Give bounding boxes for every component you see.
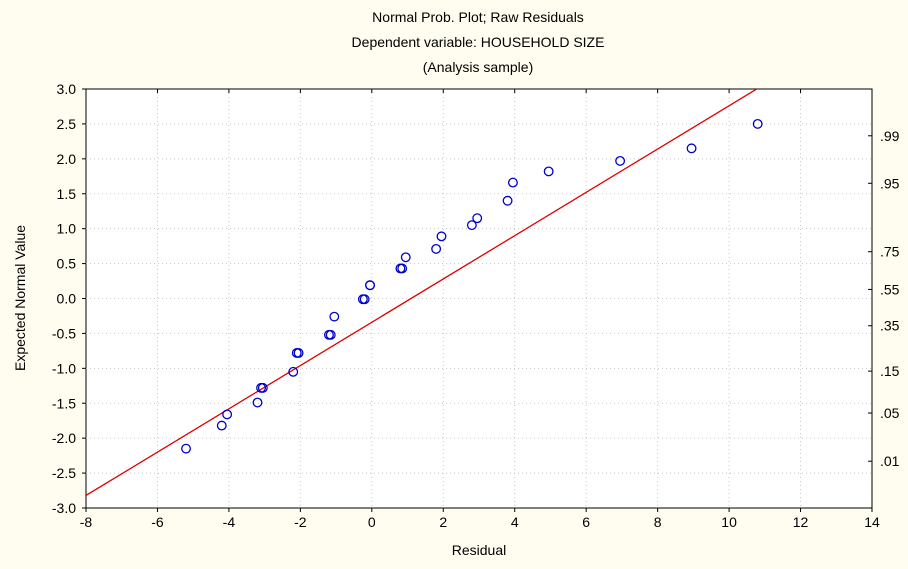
probability-tick-label: .35 [880,318,900,334]
x-axis: -8 -6 -4 -2 0 2 4 6 8 10 12 14 [80,89,880,530]
data-point [397,263,408,274]
data-points [181,118,763,454]
data-point [431,243,442,254]
chart-title-line-1: Normal Prob. Plot; Raw Residuals [372,9,584,25]
data-point [507,177,518,188]
data-point [216,420,227,431]
chart-title: Normal Prob. Plot; Raw Residuals Depende… [352,9,605,75]
data-point [686,143,697,154]
data-point [288,366,299,377]
y-tick-label: -2.5 [52,465,76,481]
y-tick-label: -0.5 [52,325,76,341]
y-tick-label: 3.0 [57,81,77,97]
y-tick-label: 1.0 [57,221,77,237]
data-point [466,220,477,231]
x-tick-label: 2 [439,514,447,530]
x-tick-label: 6 [582,514,590,530]
x-tick-label: -4 [223,514,236,530]
y-axis-label: Expected Normal Value [12,225,28,371]
x-tick-label: -2 [294,514,307,530]
x-axis-label: Residual [452,542,506,558]
data-point [329,311,340,322]
data-point [252,397,263,408]
x-tick-label: 4 [511,514,519,530]
data-point [502,195,513,206]
x-tick-label: 8 [654,514,662,530]
x-tick-label: 10 [721,514,737,530]
data-point [472,213,483,224]
data-point [543,166,554,177]
probability-tick-label: .55 [880,281,900,297]
probability-tick-label: .99 [880,128,900,144]
data-point [365,280,375,291]
y-tick-label: 2.0 [57,151,77,167]
chart-title-line-2: Dependent variable: HOUSEHOLD SIZE [352,34,605,50]
data-point [436,231,447,242]
probability-tick-label: .05 [880,405,900,421]
x-tick-label: 12 [793,514,809,530]
x-tick-label: 14 [864,514,880,530]
fit-line-group [86,89,759,496]
y-tick-label: -1.5 [52,395,76,411]
y-tick-label: 0.0 [57,291,77,307]
data-point [181,443,191,454]
data-point [222,409,233,420]
y-tick-label: -2.0 [52,430,76,446]
data-point [615,155,626,166]
x-tick-label: -6 [151,514,164,530]
chart-title-line-3: (Analysis sample) [423,59,533,75]
data-point [293,348,304,358]
probability-tick-label: .95 [880,175,900,191]
data-point [400,252,411,263]
probability-tick-label: .15 [880,363,900,379]
x-tick-label: 0 [368,514,376,530]
y-tick-label: 1.5 [57,186,77,202]
y-tick-label: 2.5 [57,116,77,132]
y-tick-label: -1.0 [52,360,76,376]
data-point [359,294,370,305]
probability-tick-label: .01 [880,453,900,469]
probability-axis: .99 .95 .75 .55 .35 .15 .05 .01 [868,128,900,469]
fit-line [86,89,759,496]
data-point [752,118,763,129]
data-point [256,382,267,393]
x-tick-label: -8 [80,514,93,530]
probability-tick-label: .75 [880,244,900,260]
y-tick-label: -3.0 [52,500,76,516]
y-axis: -3.0 -2.5 -2.0 -1.5 -1.0 -0.5 0.0 0.5 1.0 1.5 2.0 2… [52,81,86,516]
data-point [325,329,336,340]
y-tick-label: 0.5 [57,256,77,272]
grid-lines [86,89,872,508]
